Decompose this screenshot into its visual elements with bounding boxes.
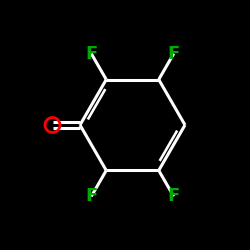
Text: F: F xyxy=(85,44,98,62)
Text: F: F xyxy=(168,44,180,62)
Text: F: F xyxy=(85,188,98,206)
Text: F: F xyxy=(168,188,180,206)
